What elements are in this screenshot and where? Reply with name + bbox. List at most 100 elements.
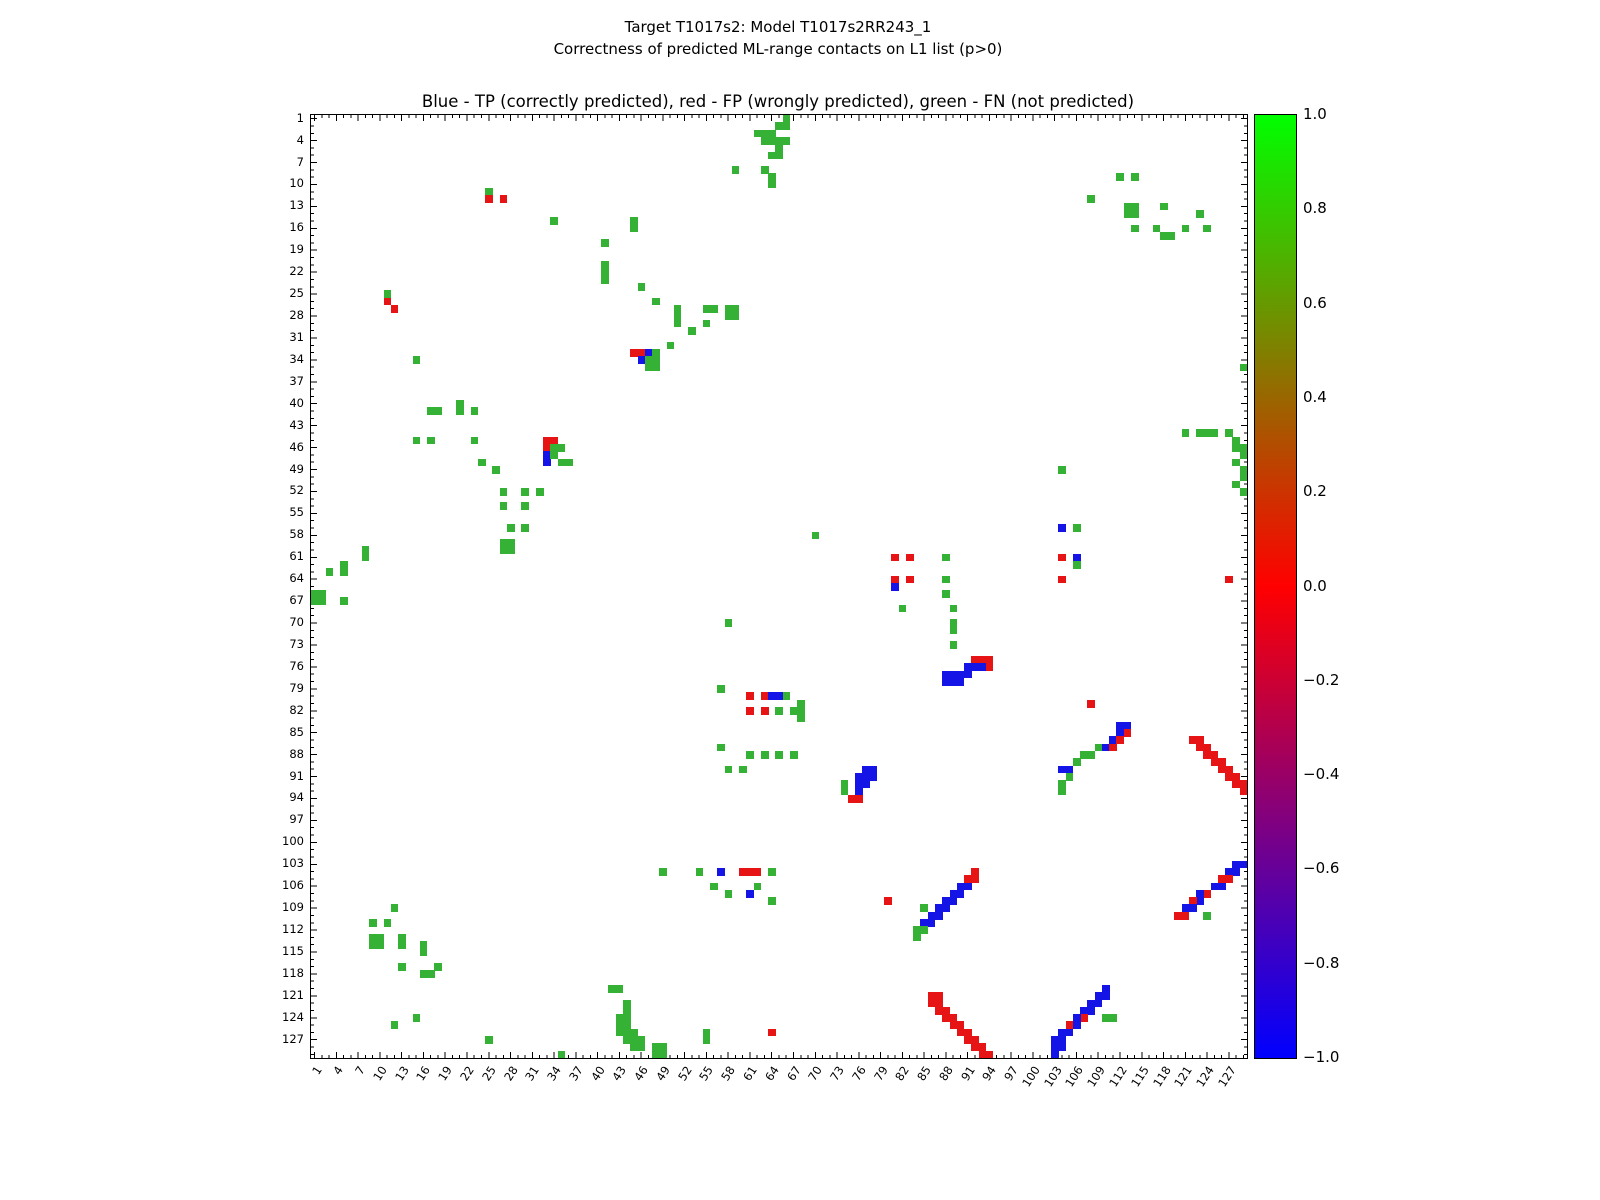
contact-cell: [477, 458, 486, 467]
contact-cell: [630, 1043, 638, 1052]
contact-cell: [942, 904, 950, 913]
contact-cell: [1232, 860, 1241, 869]
contact-cell: [644, 363, 653, 372]
contact-cell: [978, 1050, 987, 1059]
contact-cell: [731, 166, 740, 174]
y-axis-major-ticks-left: [311, 115, 317, 1058]
contact-cell: [753, 129, 762, 138]
contact-cell: [623, 1014, 631, 1022]
contact-cell: [419, 941, 428, 949]
contact-cell: [325, 568, 334, 576]
contact-cell: [949, 1014, 958, 1022]
y-tick-label: 13: [289, 198, 304, 213]
contact-cell: [499, 546, 508, 554]
contact-cell: [942, 575, 950, 584]
contact-cell: [913, 933, 921, 942]
contact-cell: [688, 326, 696, 335]
contact-cell: [702, 305, 711, 313]
y-tick-label: 55: [289, 505, 304, 520]
contact-cell: [390, 904, 399, 913]
x-axis-minor-ticks-bottom: [311, 1055, 1247, 1058]
contact-cell: [376, 941, 384, 949]
contact-cell: [1080, 1014, 1088, 1022]
contact-cell: [521, 487, 530, 496]
y-tick-label: 31: [289, 329, 304, 344]
contact-cell: [935, 992, 943, 1000]
contact-cell: [978, 1043, 987, 1052]
y-tick-label: 19: [289, 242, 304, 257]
contact-cell: [964, 1036, 972, 1044]
contact-cell: [1072, 758, 1081, 766]
contact-cell: [564, 458, 573, 467]
contact-cell: [1101, 992, 1110, 1000]
contact-cell: [971, 663, 979, 671]
contact-cell: [964, 670, 972, 679]
contact-cell: [601, 268, 609, 277]
contact-cell: [985, 655, 994, 664]
y-tick-label: 22: [289, 264, 304, 279]
x-axis-major-ticks-top: [311, 115, 1247, 121]
contact-cell: [412, 1014, 421, 1022]
contact-cell: [369, 941, 377, 949]
contact-cell: [1116, 729, 1125, 737]
contact-cell: [1196, 743, 1204, 752]
contact-cell: [557, 458, 566, 467]
y-tick-label: 61: [289, 549, 304, 564]
contact-cell: [521, 502, 530, 511]
contact-cell: [1065, 1028, 1074, 1037]
contact-cell: [964, 875, 972, 883]
contact-cell: [971, 655, 979, 664]
contact-cell: [1210, 750, 1219, 759]
colorbar-tick-label: 0.4: [1303, 387, 1327, 406]
contact-cell: [1116, 173, 1125, 182]
contact-cell: [1109, 736, 1117, 745]
contact-cell: [412, 356, 421, 364]
contact-cell: [659, 1043, 667, 1052]
contact-cell: [1058, 765, 1066, 774]
colorbar-tick-label: 0.8: [1303, 199, 1327, 218]
contact-cell: [1210, 429, 1219, 438]
contact-cell: [623, 999, 631, 1008]
contact-cell: [376, 933, 384, 942]
contact-cell: [702, 319, 711, 328]
contact-cell: [1181, 224, 1190, 233]
contact-cell: [1203, 911, 1212, 920]
y-tick-label: 52: [289, 483, 304, 498]
contact-cell: [1058, 524, 1066, 533]
y-tick-label: 37: [289, 373, 304, 388]
contact-cell: [905, 553, 914, 562]
contact-cell: [862, 765, 871, 774]
colorbar-tick-label: −0.2: [1303, 670, 1340, 689]
colorbar-tick-label: −0.8: [1303, 953, 1340, 972]
contact-cell: [1225, 772, 1233, 781]
contact-cell: [971, 875, 979, 883]
contact-cell: [652, 363, 660, 372]
contact-cell: [499, 538, 508, 547]
contact-cell: [1225, 867, 1233, 876]
contact-cell: [1232, 458, 1241, 467]
contact-cell: [499, 502, 508, 511]
contact-cell: [978, 663, 987, 671]
contact-cell: [521, 524, 530, 533]
contact-cell: [913, 926, 921, 935]
contact-cell: [739, 867, 747, 876]
contact-cell: [731, 305, 740, 313]
contact-cell: [927, 911, 936, 920]
contact-cell: [898, 604, 907, 613]
contact-cell: [949, 1021, 958, 1030]
colorbar-tick-label: 0.2: [1303, 482, 1327, 501]
contact-cell: [1159, 202, 1168, 211]
contact-cell: [1239, 780, 1248, 788]
contact-cell: [1167, 231, 1175, 240]
contact-cell: [775, 136, 783, 145]
contact-cell: [652, 348, 660, 357]
contact-cell: [1232, 772, 1241, 781]
contact-cell: [978, 655, 987, 664]
contact-cell: [956, 882, 965, 891]
y-tick-label: 106: [282, 878, 304, 893]
contact-cell: [311, 590, 319, 598]
contact-cell: [1239, 787, 1248, 796]
contact-cell: [615, 1021, 624, 1030]
contact-cell: [964, 1028, 972, 1037]
contact-cell: [942, 897, 950, 905]
